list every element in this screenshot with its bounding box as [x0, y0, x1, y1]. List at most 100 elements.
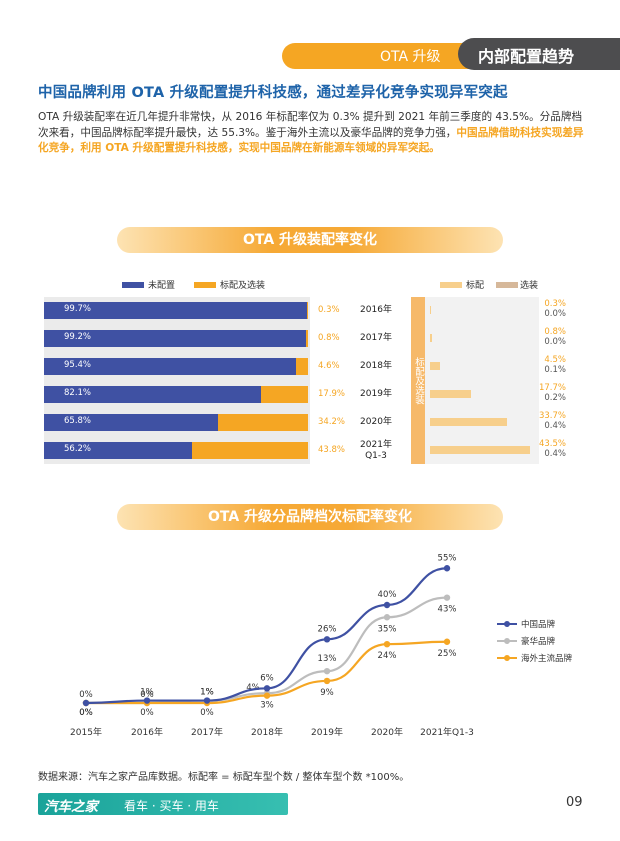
year-label-line: Q1-3: [365, 451, 387, 461]
bar-standard: [430, 418, 507, 426]
data-point: [323, 677, 331, 685]
standard-value-label: 33.7%: [538, 411, 566, 421]
section-title: 内部配置趋势: [478, 47, 575, 66]
year-label: 2016年: [356, 305, 396, 316]
headline: 中国品牌利用 OTA 升级配置提升科技感，通过差异化竞争实现异军突起: [38, 85, 508, 101]
data-label: 25%: [438, 649, 457, 659]
data-point: [383, 601, 391, 609]
footer-banner: [38, 793, 288, 815]
bar-configured: [307, 302, 308, 319]
year-label-line: 2016年: [360, 305, 392, 315]
bar-unconfigured: [44, 358, 296, 375]
legend-marker: [504, 638, 510, 644]
bar-configured-label: 4.6%: [318, 361, 340, 371]
bar-unconfigured: [44, 330, 306, 347]
optional-value-label: 0.1%: [544, 365, 566, 375]
bar-configured-label: 0.8%: [318, 333, 340, 343]
bar-configured-label: 0.3%: [318, 305, 340, 315]
bar-standard: [430, 334, 432, 342]
x-axis-label: 2019年: [311, 726, 343, 738]
data-label: 0%: [140, 708, 154, 718]
legend-label-configured: 标配及选装: [220, 281, 266, 291]
bar-value-label: 99.7%: [64, 304, 92, 314]
year-label-line: 2019年: [360, 389, 392, 399]
line-chart: 2015年 2016年 2017年 2018年 2019年 2020年 2021年Q1-3 0…: [70, 553, 573, 738]
section-tab: [282, 43, 482, 69]
data-point: [323, 636, 331, 643]
bar-standard: [430, 362, 440, 370]
standard-value-label: 0.8%: [544, 327, 566, 337]
optional-value-label: 0.0%: [544, 309, 566, 319]
data-label: 0%: [79, 708, 93, 718]
legend-marker: [504, 621, 510, 627]
x-axis-label: 2017年: [191, 726, 223, 738]
intro-paragraph: OTA 升级装配率在近几年提升非常快，从 2016 年标配率仅为 0.3% 提升…: [38, 110, 586, 157]
paragraph-highlight: 中国品牌借助科技实现差异化竞争，利用 OTA 升级配置提升科技感，实现中国品牌在…: [38, 126, 584, 155]
data-label: 35%: [378, 624, 397, 634]
year-label-line: 2020年: [360, 417, 392, 427]
legend-label: 海外主流品牌: [521, 653, 573, 664]
data-point: [443, 638, 451, 645]
standard-optional-panel: [411, 297, 539, 464]
legend-marker: [504, 655, 510, 661]
stacked-bar-row: 99.7%: [44, 302, 308, 319]
data-label: 1%: [140, 688, 154, 698]
stacked-bar-panel: [44, 297, 310, 464]
data-point: [203, 697, 211, 704]
bar-configured-label: 17.9%: [318, 389, 346, 399]
source-note: 数据来源：汽车之家产品库数据。标配率 = 标配车型个数 / 整体车型个数 *10…: [38, 772, 410, 783]
data-label: 26%: [318, 624, 337, 634]
year-label: 2019年: [356, 389, 396, 400]
section-title-tab: [458, 38, 620, 70]
data-label: 55%: [438, 553, 457, 563]
bar-value-label: 82.1%: [64, 388, 92, 398]
legend-label-standard: 标配: [466, 281, 485, 291]
standard-value-label: 17.7%: [538, 383, 566, 393]
data-label: 9%: [320, 688, 334, 698]
data-label: 3%: [260, 701, 274, 711]
data-point: [82, 699, 90, 707]
data-point: [383, 641, 391, 648]
data-point: [143, 697, 151, 704]
data-label: 40%: [378, 590, 397, 600]
bar-standard: [430, 446, 530, 454]
bar-configured: [192, 442, 308, 459]
bar-value-label: 56.2%: [64, 444, 92, 454]
bar-standard: [430, 390, 471, 398]
stacked-bar-row: 95.4%: [44, 358, 308, 375]
data-label: 1%: [200, 688, 214, 698]
bar-configured-label: 43.8%: [318, 445, 346, 455]
year-label: 2021年 Q1-3: [356, 440, 396, 462]
standard-value-label: 43.5%: [538, 439, 566, 449]
bar-configured: [296, 358, 308, 375]
data-point: [263, 692, 271, 699]
data-label: 24%: [378, 651, 397, 661]
section-label: OTA 升级: [380, 49, 441, 65]
footer-slogan: 看车 · 买车 · 用车: [124, 799, 219, 813]
year-label: 2017年: [356, 333, 396, 344]
paragraph-text: OTA 升级装配率在近几年提升非常快，从 2016 年标配率仅为 0.3% 提升…: [38, 111, 583, 139]
bar-value-label: 65.8%: [64, 416, 92, 426]
bar-unconfigured: [44, 302, 307, 319]
stacked-bar-row: 65.8%: [44, 414, 308, 431]
bar-configured: [261, 386, 308, 403]
chart1-title: OTA 升级装配率变化: [117, 227, 503, 253]
bar-unconfigured: [44, 414, 218, 431]
data-label: 43%: [438, 605, 457, 615]
data-label: 6%: [260, 673, 274, 683]
bar-unconfigured: [44, 386, 261, 403]
page-number: 09: [566, 795, 583, 810]
chart2-title: OTA 升级分品牌档次标配率变化: [117, 504, 503, 530]
group-label: 标配及选装: [411, 297, 425, 464]
x-axis-label: 2020年: [371, 726, 403, 738]
data-point: [443, 565, 451, 572]
optional-value-label: 0.4%: [544, 421, 566, 431]
data-label: 0%: [200, 708, 214, 718]
footer-brand: 汽车之家: [44, 799, 98, 815]
standard-value-label: 4.5%: [544, 355, 566, 365]
bar-configured: [218, 414, 308, 431]
legend-label: 中国品牌: [521, 619, 556, 630]
data-point: [323, 667, 331, 675]
bar-configured-label: 34.2%: [318, 417, 346, 427]
data-label: 1%: [200, 688, 214, 698]
